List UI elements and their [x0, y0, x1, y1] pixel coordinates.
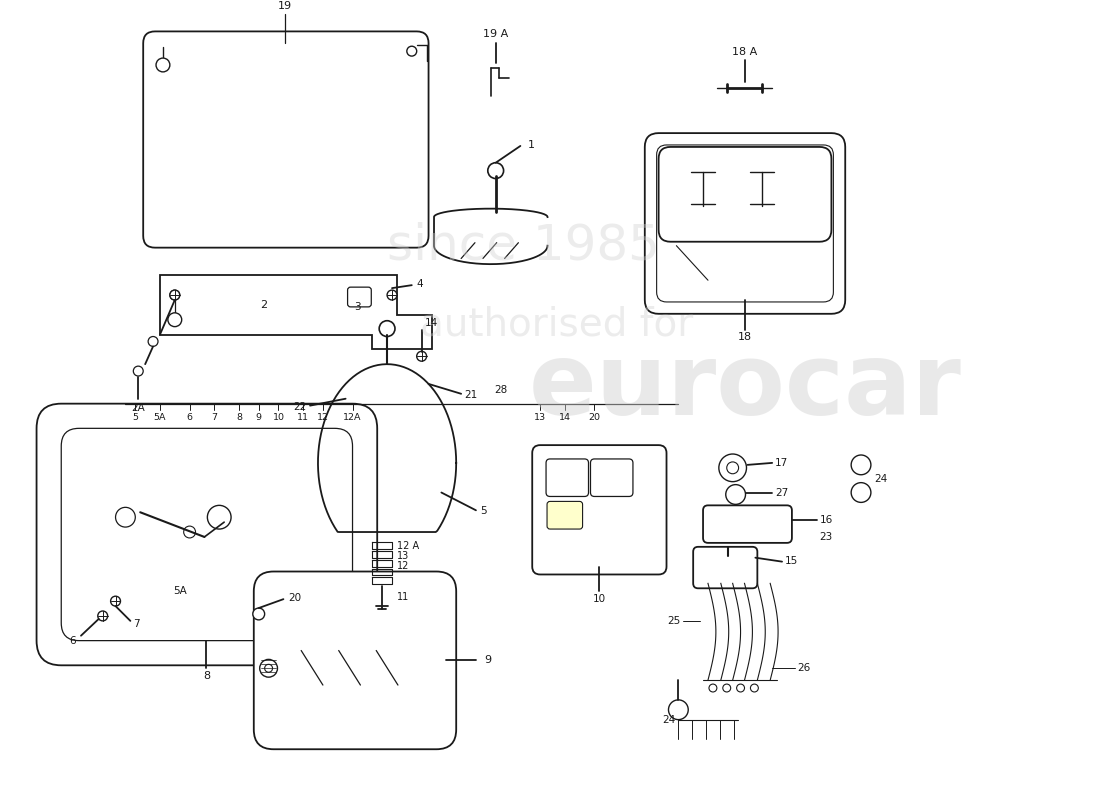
Circle shape [253, 608, 265, 620]
Text: 7: 7 [211, 413, 218, 422]
Circle shape [723, 684, 730, 692]
Circle shape [750, 684, 758, 692]
Circle shape [265, 664, 273, 672]
Text: 26: 26 [796, 663, 810, 674]
Text: 2A: 2A [131, 402, 145, 413]
Text: 14: 14 [425, 318, 438, 328]
Text: 20: 20 [588, 413, 601, 422]
FancyBboxPatch shape [693, 547, 758, 588]
Text: 13: 13 [397, 550, 409, 561]
Text: 10: 10 [593, 594, 606, 604]
Circle shape [156, 58, 169, 72]
Circle shape [487, 162, 504, 178]
Text: 9: 9 [484, 655, 491, 666]
Text: 22: 22 [293, 402, 306, 412]
Circle shape [111, 596, 121, 606]
Circle shape [168, 313, 182, 326]
Circle shape [718, 454, 747, 482]
Circle shape [417, 351, 427, 361]
Text: 24: 24 [662, 714, 675, 725]
FancyBboxPatch shape [62, 428, 352, 641]
Text: 23: 23 [820, 532, 833, 542]
FancyBboxPatch shape [143, 31, 429, 248]
Text: 12A: 12A [343, 413, 362, 422]
Text: 8: 8 [236, 413, 242, 422]
Circle shape [851, 455, 871, 474]
FancyBboxPatch shape [703, 506, 792, 543]
Circle shape [407, 46, 417, 56]
Text: 9: 9 [255, 413, 262, 422]
Circle shape [260, 659, 277, 677]
Text: 25: 25 [667, 616, 680, 626]
FancyBboxPatch shape [591, 459, 632, 497]
Text: 24: 24 [873, 474, 887, 484]
Circle shape [669, 700, 689, 720]
Text: 21: 21 [464, 390, 477, 400]
Text: 12: 12 [397, 561, 409, 570]
Circle shape [726, 485, 746, 504]
FancyBboxPatch shape [254, 571, 456, 750]
Text: 28: 28 [494, 385, 507, 395]
Text: 13: 13 [535, 413, 547, 422]
Text: 6: 6 [187, 413, 192, 422]
FancyBboxPatch shape [36, 404, 377, 666]
Text: 5: 5 [132, 413, 139, 422]
Circle shape [851, 482, 871, 502]
FancyBboxPatch shape [657, 145, 834, 302]
Text: eurocar: eurocar [528, 339, 961, 436]
FancyBboxPatch shape [532, 445, 667, 574]
Circle shape [169, 290, 179, 300]
Text: 27: 27 [776, 487, 789, 498]
Text: 19: 19 [278, 1, 293, 10]
Circle shape [387, 290, 397, 300]
Circle shape [208, 506, 231, 529]
Text: 7: 7 [133, 619, 140, 629]
Text: 19 A: 19 A [483, 30, 508, 39]
Text: 3: 3 [354, 302, 361, 312]
Text: 1: 1 [528, 140, 536, 150]
Circle shape [116, 507, 135, 527]
Text: 10: 10 [273, 413, 285, 422]
Text: 4: 4 [417, 279, 424, 289]
Text: 11: 11 [397, 592, 409, 602]
Text: 12 A: 12 A [397, 541, 419, 551]
Circle shape [737, 684, 745, 692]
Text: 18: 18 [737, 333, 751, 342]
Circle shape [133, 366, 143, 376]
Text: 14: 14 [559, 413, 571, 422]
Text: authorised for: authorised for [420, 306, 693, 344]
Circle shape [184, 526, 196, 538]
FancyBboxPatch shape [546, 459, 589, 497]
FancyBboxPatch shape [547, 502, 583, 529]
Circle shape [379, 321, 395, 337]
FancyBboxPatch shape [348, 287, 372, 307]
Text: 17: 17 [776, 458, 789, 468]
Circle shape [710, 684, 717, 692]
Text: since 1985: since 1985 [387, 222, 660, 270]
Text: 8: 8 [202, 671, 210, 681]
Text: 20: 20 [288, 593, 301, 603]
Circle shape [169, 290, 179, 300]
Polygon shape [160, 275, 431, 350]
Text: 11: 11 [297, 413, 309, 422]
Circle shape [148, 337, 158, 346]
Text: 5A: 5A [154, 413, 166, 422]
Circle shape [98, 611, 108, 621]
Text: 12: 12 [317, 413, 329, 422]
Circle shape [727, 462, 738, 474]
Text: 16: 16 [820, 515, 833, 525]
Text: 18 A: 18 A [732, 47, 757, 57]
FancyBboxPatch shape [645, 133, 845, 314]
Text: 5: 5 [480, 506, 486, 516]
FancyBboxPatch shape [659, 147, 832, 242]
Text: 15: 15 [785, 556, 799, 566]
Text: 6: 6 [69, 636, 76, 646]
Text: 5A: 5A [173, 586, 187, 596]
Text: 2: 2 [260, 300, 267, 310]
